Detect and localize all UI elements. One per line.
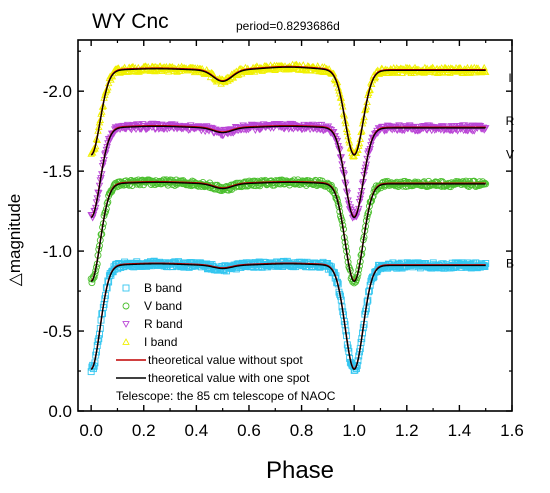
- plot-frame: [77, 39, 513, 412]
- data-point-r: [335, 147, 344, 155]
- data-point-v: [391, 181, 398, 189]
- data-point-i: [363, 98, 371, 106]
- telescope-annotation: Telescope: the 85 cm telescope of NAOC: [116, 389, 336, 403]
- data-point-i: [334, 83, 342, 91]
- data-point-i: [356, 135, 365, 142]
- data-point-b: [482, 260, 490, 267]
- y-tick-label: -2.0: [43, 82, 72, 101]
- legend-label-v: V band: [144, 299, 182, 313]
- data-point-v: [251, 177, 259, 185]
- chart-subtitle: period=0.8293686d: [236, 19, 340, 33]
- data-point-i: [355, 139, 364, 147]
- x-tick-label: 0.6: [237, 421, 261, 440]
- chart-title: WY Cnc: [92, 10, 169, 33]
- band-label-i: I: [508, 71, 511, 85]
- x-tick-label: 1.0: [342, 421, 366, 440]
- legend: B band V band R band I band theoretical valu…: [116, 281, 336, 403]
- legend-label-r: R band: [144, 317, 183, 331]
- legend-marker-r: [122, 321, 130, 328]
- series-R-band: [87, 120, 490, 222]
- band-labels: B V R I: [506, 71, 515, 271]
- y-tick-label: -1.5: [43, 162, 72, 181]
- data-point-i: [362, 102, 371, 110]
- legend-marker-b: [122, 284, 130, 292]
- data-point-i: [366, 85, 374, 93]
- data-point-i: [367, 80, 376, 87]
- data-point-i: [234, 70, 243, 78]
- y-tick-label: -0.5: [43, 322, 72, 341]
- band-label-v: V: [506, 148, 514, 162]
- x-tick-label: 1.4: [448, 421, 472, 440]
- model-one-spot-i: [90, 66, 486, 156]
- data-point-i: [91, 142, 100, 150]
- model-one-spot-r: [90, 125, 486, 219]
- data-point-i: [288, 64, 296, 72]
- model-layer: [90, 65, 486, 371]
- legend-label-model-1: theoretical value with one spot: [148, 371, 310, 385]
- band-label-r: R: [506, 114, 515, 128]
- legend-marker-v: [122, 302, 130, 310]
- data-point-i: [99, 102, 108, 109]
- model-no-spot-r: [90, 124, 486, 218]
- band-label-b: B: [506, 256, 514, 270]
- data-point-r: [460, 122, 469, 130]
- model-no-spot-i: [90, 65, 486, 156]
- data-point-r: [333, 137, 342, 145]
- legend-label-model-0: theoretical value without spot: [148, 353, 303, 367]
- x-axis-title: Phase: [266, 457, 334, 484]
- data-point-i: [93, 136, 101, 144]
- x-tick-label: 0.8: [290, 421, 314, 440]
- x-tick-label: 0.2: [132, 421, 156, 440]
- y-tick-label: 0.0: [48, 402, 72, 421]
- data-point-i: [358, 126, 366, 134]
- x-tick-label: 0.4: [185, 421, 209, 440]
- x-tick-label: 1.6: [500, 421, 524, 440]
- model-one-spot-v: [90, 181, 486, 283]
- legend-label-i: I band: [144, 335, 177, 349]
- x-tick-label: 1.2: [395, 421, 419, 440]
- data-point-r: [239, 122, 247, 130]
- data-point-i: [335, 86, 343, 94]
- legend-label-b: B band: [144, 281, 182, 295]
- data-point-i: [104, 79, 113, 87]
- data-point-i: [298, 65, 307, 73]
- legend-marker-i: [122, 338, 130, 345]
- y-axis-title: △magnitude: [5, 194, 24, 286]
- axes-layer: 0.0 0.2 0.4 0.6 0.8 1.0 1.2 1.4 1.6 0.0 -0.5 -1.0 -1…: [43, 40, 524, 440]
- series-I-band: [87, 60, 490, 160]
- data-point-i: [481, 68, 490, 75]
- data-point-r: [337, 154, 346, 162]
- x-tick-label: 0.0: [79, 421, 103, 440]
- y-tick-label: -1.0: [43, 242, 72, 261]
- model-one-spot-b: [90, 263, 486, 371]
